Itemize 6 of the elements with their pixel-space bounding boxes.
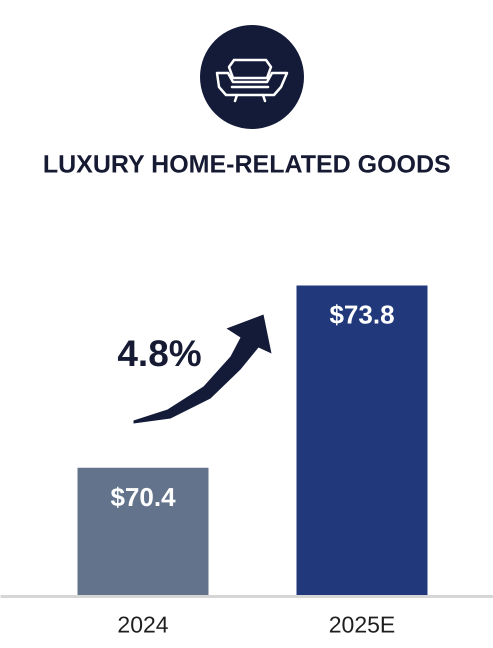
x-tick-label: 2024	[117, 612, 169, 638]
data-label: $73.8	[329, 300, 395, 330]
x-tick-label: 2025E	[328, 612, 396, 638]
chart-title: LUXURY HOME-RELATED GOODS	[42, 150, 451, 178]
data-label: $70.4	[110, 482, 176, 512]
annotation: 4.8%	[117, 333, 202, 374]
